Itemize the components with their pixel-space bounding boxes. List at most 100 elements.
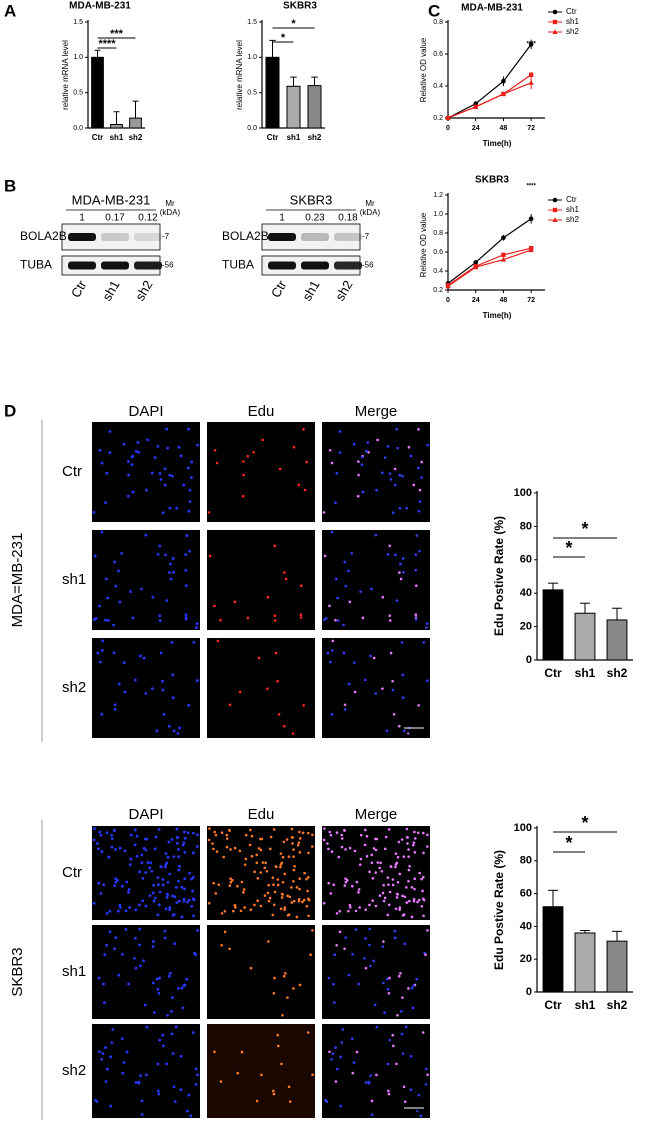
merged-nucleus [407,855,410,858]
merged-nucleus [413,851,417,854]
nucleus [140,1099,144,1103]
size-marker: -7 [162,232,170,241]
merged-nucleus [384,835,388,839]
merged-nucleus [364,1081,368,1084]
x-tick-label: sh1 [287,133,301,142]
nucleus [174,1025,178,1029]
edu-nucleus [272,903,276,907]
merged-nucleus [331,649,334,652]
merged-nucleus [364,908,368,912]
nucleus [92,901,96,905]
nucleus [184,613,188,617]
nucleus [131,616,135,620]
merged-nucleus [397,724,401,728]
edu-nucleus [253,903,256,907]
nucleus [96,651,100,655]
edu-nucleus [305,460,309,464]
edu-nucleus [282,840,286,844]
nucleus [187,898,191,902]
edu-nucleus [261,861,265,864]
merged-nucleus [349,906,352,909]
edu-nucleus [280,896,284,899]
merged-nucleus [418,871,421,875]
nucleus [188,549,191,553]
merged-nucleus [420,460,424,464]
protein-name: BOLA2B [20,229,67,243]
mr-unit: (kDA) [360,208,381,217]
x-tick-label: sh2 [607,666,628,680]
edu-nucleus [303,488,307,492]
nucleus [180,915,184,919]
nucleus [161,1033,165,1037]
merged-nucleus [409,1088,413,1092]
nucleus [151,595,155,599]
merged-nucleus [372,847,376,850]
merged-nucleus [391,511,395,515]
merged-nucleus [416,466,420,470]
nucleus [134,966,138,970]
edu-nucleus [279,907,283,911]
edu-nucleus [292,855,295,858]
nucleus [121,952,124,956]
merged-nucleus [426,443,429,447]
merged-nucleus [407,987,410,990]
merged-nucleus [414,584,418,587]
nucleus [139,654,142,658]
merged-nucleus [389,865,393,868]
y-tick-label: 80 [520,855,532,867]
merged-nucleus [374,533,378,537]
merged-nucleus [409,454,413,458]
condition-label: sh2 [62,679,86,696]
micrograph [92,638,200,738]
nucleus [165,896,169,899]
chart-title: MDA-MB-231 [69,1,131,12]
merged-nucleus [329,660,332,664]
nucleus [150,471,154,475]
edu-nucleus [302,898,306,902]
edu-nucleus [265,869,269,873]
merged-nucleus [354,909,358,913]
nucleus [190,877,193,881]
merged-nucleus [335,943,338,947]
edu-nucleus [307,914,310,918]
edu-nucleus [290,827,294,831]
nucleus [177,445,181,449]
edu-nucleus [219,618,222,622]
edu-nucleus [292,879,295,883]
edu-nucleus [223,909,227,913]
blot-band [68,233,96,241]
merged-nucleus [404,1025,408,1029]
nucleus [148,894,152,897]
nucleus [191,831,195,835]
edu-nucleus [213,1050,216,1054]
edu-nucleus [273,890,277,894]
nucleus [172,729,176,733]
merged-nucleus [397,974,401,978]
edu-nucleus [288,895,292,899]
merged-nucleus [338,909,342,913]
nucleus [144,837,147,841]
nucleus [114,877,117,881]
merged-nucleus [339,1055,342,1059]
merged-nucleus [359,590,362,593]
merged-nucleus [371,899,374,903]
edu-nucleus [311,845,314,848]
merged-nucleus [343,884,347,887]
merged-nucleus [353,690,357,694]
edu-nucleus [229,848,232,851]
merged-nucleus [367,1080,371,1084]
merged-nucleus [342,623,345,627]
edu-nucleus [272,1089,275,1093]
merged-nucleus [391,679,394,683]
merged-nucleus [413,837,417,840]
nucleus [120,1037,124,1041]
nucleus [118,905,122,909]
nucleus [177,848,180,851]
edu-nucleus [228,828,231,832]
nucleus [153,847,157,851]
nucleus [189,1114,193,1118]
merged-nucleus [395,599,399,602]
y-tick-label: 60 [520,888,532,900]
micrograph [207,638,315,738]
nucleus [139,964,142,968]
